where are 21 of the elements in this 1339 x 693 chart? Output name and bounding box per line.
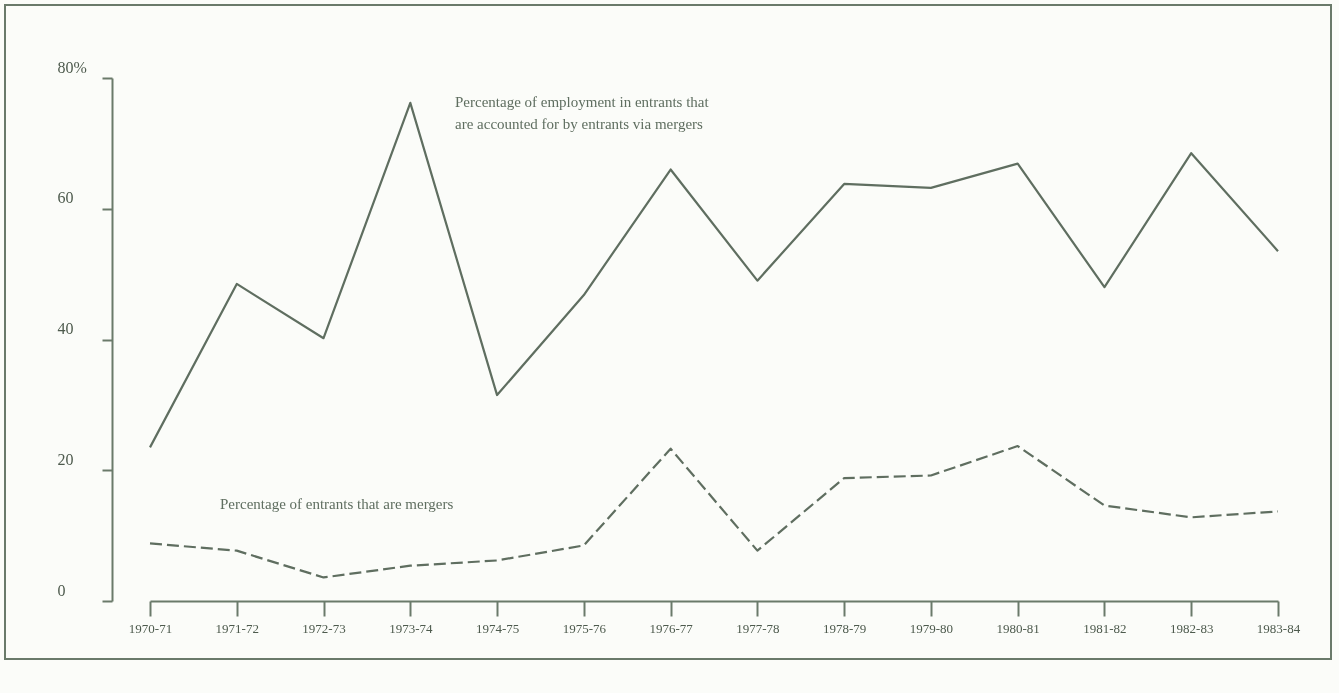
text: Percentage of entrants that are mergers bbox=[220, 496, 454, 512]
y-tick-label: 40 bbox=[57, 320, 74, 337]
x-tick-label: 1970-71 bbox=[128, 620, 173, 636]
x-tick-label: 1983-84 bbox=[1256, 620, 1301, 636]
x-tick-label: 1973-74 bbox=[389, 620, 433, 636]
y-tick-label: 60 bbox=[57, 189, 74, 207]
x-tick-label: 1977-78 bbox=[736, 620, 780, 636]
x-tick-label: 1980-81 bbox=[996, 620, 1040, 636]
y-tick-label: 20 bbox=[57, 450, 74, 468]
x-tick-label: 1976-77 bbox=[649, 620, 694, 636]
x-tick-label: 1971-72 bbox=[215, 620, 259, 636]
x-tick-label: 1974-75 bbox=[475, 620, 520, 636]
x-tick-label: 1979-80 bbox=[909, 620, 954, 636]
x-tick-label: 1972-73 bbox=[302, 620, 346, 636]
x-tick-label: 1978-79 bbox=[822, 620, 867, 636]
x-tick-label: 1982-83 bbox=[1170, 620, 1214, 636]
x-tick-label: 1981-82 bbox=[1083, 620, 1127, 636]
x-tick-label: 1975-76 bbox=[562, 620, 607, 636]
y-tick-label: 0 bbox=[57, 581, 66, 599]
y-tick-label: 80% bbox=[57, 58, 87, 76]
text: Percentage of employment in entrants that are accounted for by entrants via mergers bbox=[455, 94, 710, 132]
